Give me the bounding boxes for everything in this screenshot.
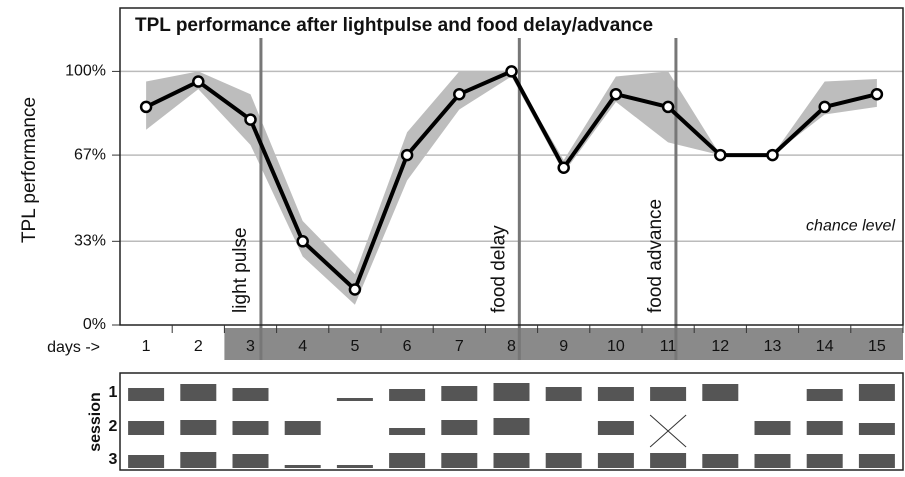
- y-tick-label: 100%: [65, 63, 106, 80]
- session-row-label: 3: [109, 451, 118, 468]
- session-bar: [493, 453, 530, 468]
- plot-frame: [119, 7, 904, 326]
- session-bar: [389, 389, 426, 401]
- point: [296, 235, 309, 248]
- session-row-label: 1: [109, 384, 118, 401]
- x-tick-label: 14: [816, 338, 834, 355]
- point: [453, 87, 466, 101]
- y-tick-label: 0%: [83, 316, 106, 333]
- session-bar: [128, 455, 165, 468]
- x-tick-label: 10: [607, 338, 625, 355]
- x-tick-label: 13: [764, 338, 782, 355]
- point: [766, 148, 779, 162]
- chart-title: TPL performance after lightpulse and foo…: [135, 15, 653, 36]
- session-bar: [858, 384, 895, 401]
- session-bar: [858, 423, 895, 435]
- point: [400, 148, 414, 162]
- session-bar: [493, 418, 530, 435]
- session-bar: [650, 387, 687, 401]
- session-bar: [441, 453, 478, 468]
- x-tick-label: 12: [711, 338, 729, 355]
- session-bar: [128, 388, 165, 401]
- x-tick-label: 15: [868, 338, 886, 355]
- session-bar: [702, 384, 739, 401]
- session-row-label: 2: [109, 418, 118, 435]
- session-bar: [389, 453, 426, 468]
- session-bar: [650, 453, 687, 468]
- event-label: food advance: [645, 199, 666, 313]
- session-bar: [858, 454, 895, 468]
- shaded-days: [224, 328, 903, 360]
- point: [818, 100, 831, 114]
- x-tick-label: 2: [194, 338, 203, 355]
- point: [714, 148, 727, 162]
- session-bar: [545, 387, 582, 401]
- y-tick-label: 33%: [74, 233, 106, 250]
- session-bar: [232, 454, 269, 468]
- session-bar: [754, 454, 791, 468]
- session-bar: [754, 421, 791, 435]
- session-bar: [702, 454, 739, 468]
- x-tick-label: 9: [559, 338, 568, 355]
- error-band: [146, 71, 877, 305]
- session-bar: [806, 421, 843, 435]
- session-bar: [597, 421, 634, 435]
- event-label: food delay: [488, 225, 509, 313]
- session-bar: [180, 384, 217, 401]
- point: [870, 87, 884, 101]
- x-tick-label: 11: [660, 338, 677, 355]
- x-tick-label: 4: [298, 338, 307, 355]
- point: [661, 100, 675, 114]
- session-bar: [545, 453, 582, 468]
- session-bar: [806, 389, 843, 401]
- x-caption: days ->: [47, 339, 100, 356]
- x-tick-label: 1: [142, 338, 151, 355]
- event-label: light pulse: [230, 227, 251, 313]
- y-tick-label: 67%: [74, 146, 106, 163]
- session-bar: [232, 388, 269, 401]
- session-bar: [284, 465, 321, 468]
- x-tick-label: 5: [350, 338, 359, 355]
- point: [192, 75, 205, 88]
- session-bar: [597, 387, 634, 401]
- point: [505, 65, 518, 78]
- session-bar: [128, 421, 165, 435]
- session-bar: [597, 453, 634, 468]
- x-tick-label: 3: [246, 338, 255, 355]
- session-bar: [389, 428, 426, 435]
- point: [348, 283, 362, 296]
- point: [557, 161, 570, 175]
- session-bar: [336, 398, 373, 401]
- point: [244, 113, 257, 126]
- session-bar: [232, 421, 269, 435]
- x-tick-label: 6: [403, 338, 412, 355]
- session-frame: [119, 372, 904, 471]
- missing-cross: [649, 414, 687, 448]
- session-title: session: [87, 392, 104, 452]
- point: [609, 87, 623, 101]
- y-axis-label: TPL performance: [19, 97, 40, 243]
- x-tick-label: 8: [507, 338, 516, 355]
- session-bar: [336, 465, 373, 468]
- session-bar: [180, 452, 217, 468]
- session-bar: [180, 420, 217, 435]
- session-bar: [284, 421, 321, 435]
- session-bar: [441, 386, 478, 401]
- point: [139, 100, 153, 114]
- line: [145, 69, 878, 292]
- session-bar: [493, 383, 530, 401]
- x-tick-label: 7: [455, 338, 464, 355]
- session-bar: [806, 454, 843, 468]
- session-bar: [441, 420, 478, 435]
- annotation: chance level: [806, 218, 895, 235]
